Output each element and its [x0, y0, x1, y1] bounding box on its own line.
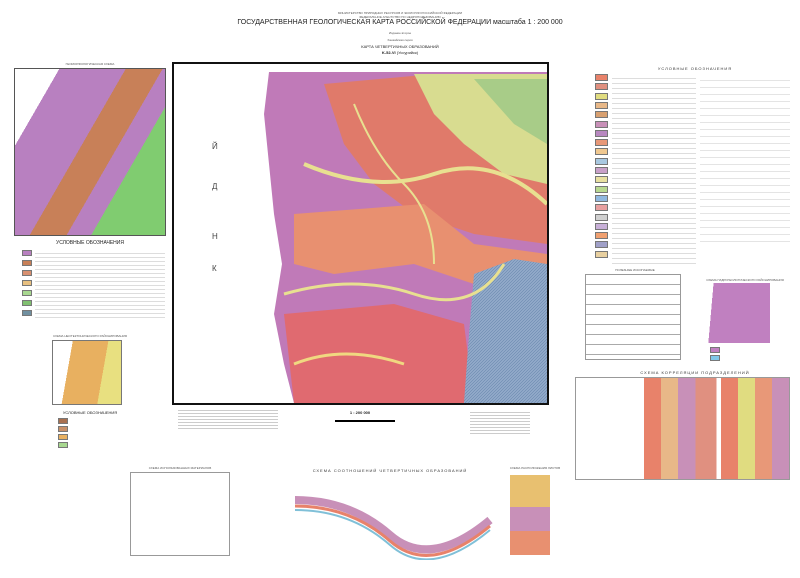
legend-swatch: [595, 148, 608, 156]
geology-map: [174, 64, 549, 403]
sheet-name: (Уссурийск): [396, 50, 419, 55]
legend-swatch: [595, 204, 608, 212]
correlation-table: [575, 377, 790, 480]
legend-swatch: [595, 139, 608, 147]
legend-swatch: [595, 241, 608, 249]
notes-text: [178, 408, 278, 430]
legend-swatch: [595, 129, 608, 137]
legend-swatch: [595, 120, 608, 128]
materials-scheme: [130, 472, 230, 556]
legend-swatch: [595, 101, 608, 109]
legend-swatch: [595, 250, 608, 258]
legend2-title: УСЛОВНЫЕ ОБОЗНАЧЕНИЯ: [62, 410, 118, 415]
blue-hatched-unit: [464, 259, 547, 403]
scale-bar: [335, 420, 395, 422]
sea-letter: Д: [212, 182, 218, 191]
materials-title: СХЕМА ИСПОЛЬЗОВАННЫХ МАТЕРИАЛОВ: [148, 466, 212, 470]
green-unit: [474, 79, 547, 144]
legend-swatch: [595, 232, 608, 240]
series: Ханкайская серия: [387, 38, 413, 42]
ministry: МИНИСТЕРСТВО ПРИРОДНЫХ РЕСУРСОВ И ЭКОЛОГ…: [337, 11, 463, 15]
geomorph-map[interactable]: [14, 68, 166, 236]
symbols-legend: [700, 74, 790, 244]
inset-location-title: СХЕМА РАСПОЛОЖЕНИЯ ЛИСТОВ: [509, 466, 561, 470]
legend-title: УСЛОВНЫЕ ОБОЗНАЧЕНИЯ: [56, 240, 124, 246]
sea-letter: К: [212, 264, 217, 273]
legend-swatch: [595, 92, 608, 100]
section-title: СХЕМА СООТНОШЕНИЙ ЧЕТВЕРТИЧНЫХ ОБРАЗОВАН…: [312, 468, 468, 473]
map-title: КАРТА ЧЕТВЕРТИЧНЫХ ОБРАЗОВАНИЙ: [361, 44, 439, 49]
neotectonic-map[interactable]: [52, 340, 122, 405]
right-legend-title: УСЛОВНЫЕ ОБОЗНАЧЕНИЯ: [657, 66, 733, 71]
red-unit-south: [284, 304, 474, 403]
location-inset: [510, 475, 550, 555]
legend-swatch: [595, 185, 608, 193]
sea-letter: Н: [212, 232, 218, 241]
legend-swatch: [595, 222, 608, 230]
notes-text-right: [470, 410, 530, 436]
geomorph-title: ГЕОМОРФОЛОГИЧЕСКАЯ СХЕМА: [65, 62, 115, 66]
sea-letter: Й: [212, 142, 218, 151]
legend-swatch: [595, 111, 608, 119]
inset-title: СХЕМА ГИДРОГЕОЛОГИЧЕСКОГО РАЙОНИРОВАНИЯ: [706, 278, 784, 282]
map-scale: 1 : 200 000: [349, 410, 371, 415]
hydro-inset-map[interactable]: [693, 283, 770, 343]
scheme2-title: СХЕМА НЕОТЕКТОНИЧЕСКОГО РАЙОНИРОВАНИЯ: [53, 334, 127, 338]
minerals-table: [585, 274, 681, 360]
sheet-code: K-52-VI: [381, 50, 396, 55]
cross-section: [294, 496, 493, 560]
edition: Издание второе: [388, 31, 412, 35]
legend-swatch: [595, 74, 608, 81]
legend-swatch: [595, 157, 608, 165]
legend-swatch: [595, 194, 608, 202]
legend-swatch: [595, 213, 608, 221]
main-map[interactable]: Й Д Н К: [172, 62, 549, 405]
page-title: ГОСУДАРСТВЕННАЯ ГЕОЛОГИЧЕСКАЯ КАРТА РОСС…: [237, 19, 563, 26]
legend-swatch: [595, 83, 608, 91]
agency: ФЕДЕРАЛЬНОЕ АГЕНТСТВО ПО НЕДРОПОЛЬЗОВАНИ…: [359, 15, 441, 19]
tables-title: ПОЛЕЗНЫЕ ИСКОПАЕМЫЕ: [615, 268, 655, 272]
legend-swatch: [595, 176, 608, 184]
legend-swatch: [595, 167, 608, 174]
correlation-title: СХЕМА КОРРЕЛЯЦИИ ПОДРАЗДЕЛЕНИЙ: [640, 370, 750, 375]
